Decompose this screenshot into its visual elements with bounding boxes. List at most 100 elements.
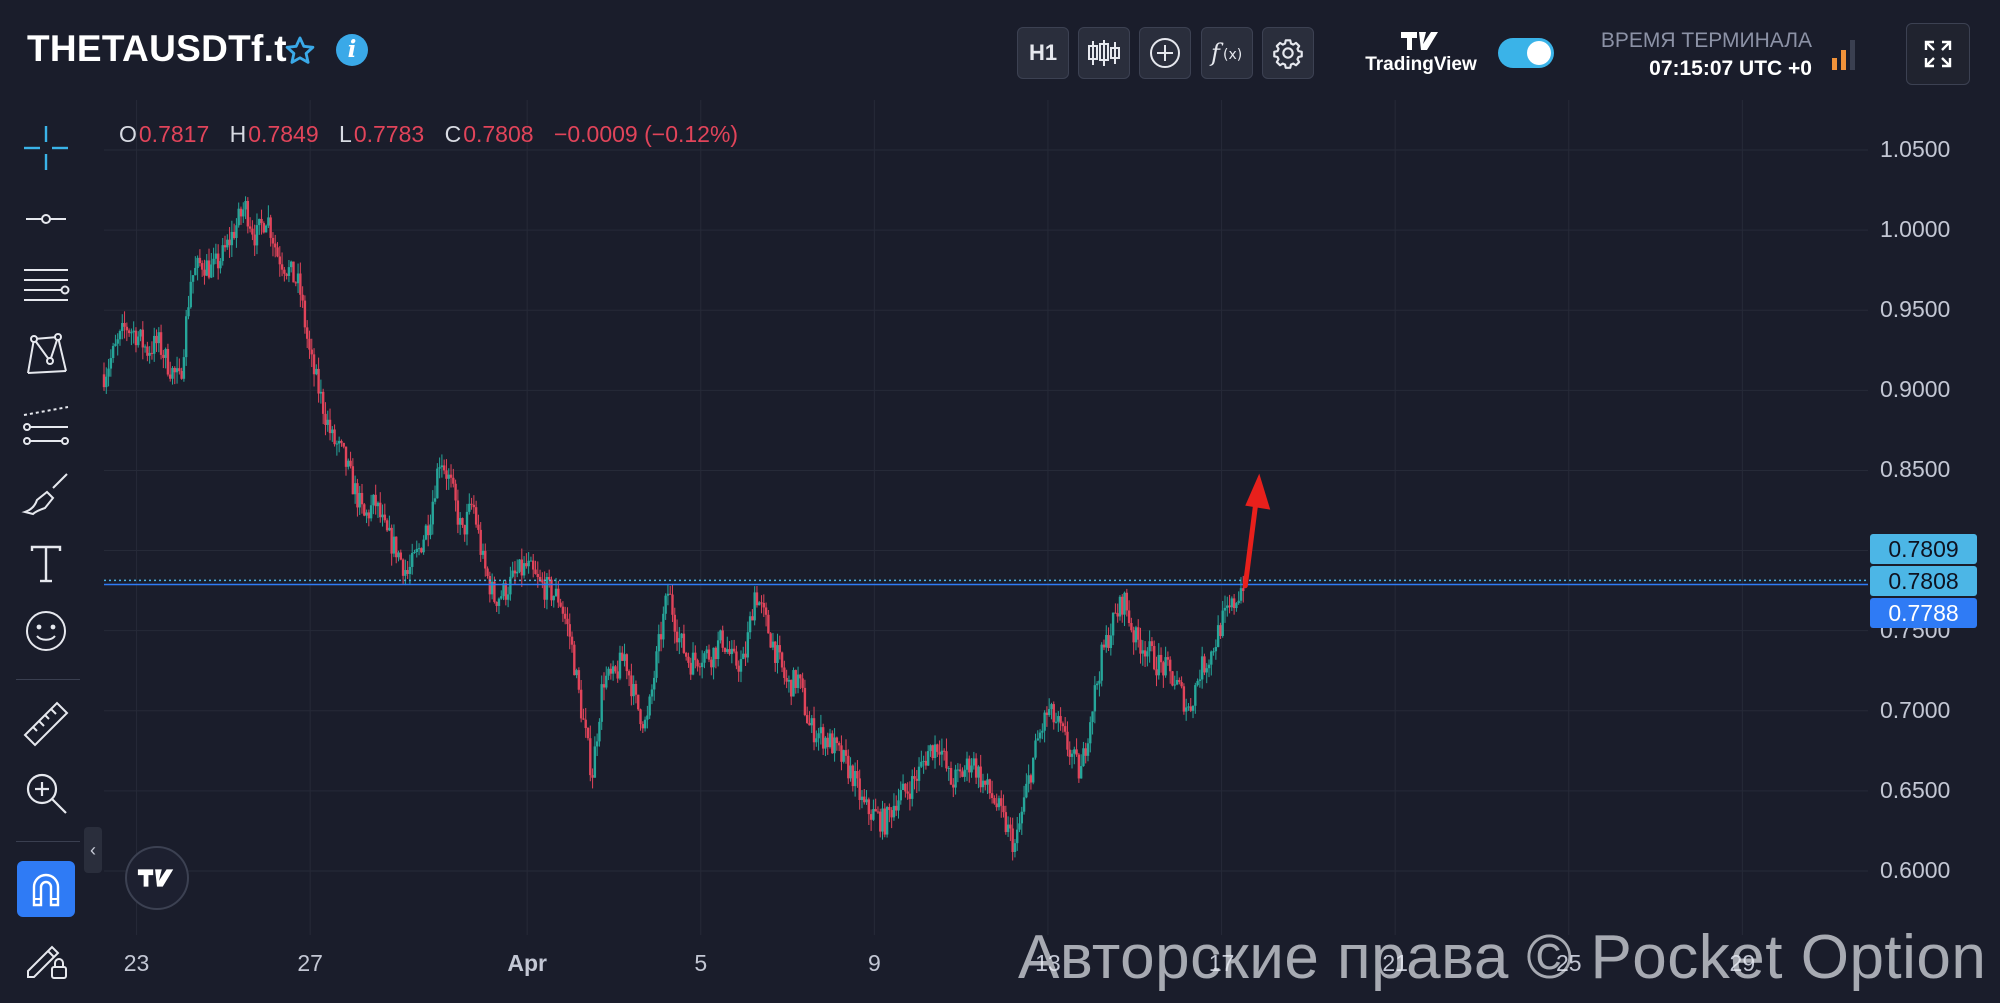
zoom-tool[interactable]: [18, 765, 74, 821]
gear-icon: [1273, 39, 1303, 69]
chart-type-button[interactable]: [1078, 27, 1130, 79]
magnet-icon: [32, 873, 60, 907]
candle-body: [1221, 610, 1224, 636]
tradingview-badge[interactable]: [125, 846, 189, 910]
add-indicator-button[interactable]: [1139, 27, 1191, 79]
candle-body: [671, 594, 674, 615]
candle-body: [169, 374, 172, 379]
time-axis-label: 29: [1729, 950, 1756, 976]
candle-body: [778, 645, 781, 653]
parallel-channel-tool[interactable]: [18, 397, 74, 453]
candle-body: [904, 783, 907, 792]
collapse-toolbar-button[interactable]: ‹: [84, 827, 102, 873]
candle-body: [495, 601, 498, 606]
candle-body: [406, 570, 409, 574]
candle-body: [244, 200, 247, 210]
candle-body: [739, 659, 743, 672]
candle-body: [805, 715, 809, 724]
candle-body: [534, 569, 537, 574]
crosshair-icon: [24, 126, 68, 170]
candle-body: [484, 550, 487, 569]
candle-body: [790, 679, 793, 697]
fullscreen-button[interactable]: [1906, 23, 1970, 85]
horizontal-line-tool[interactable]: [18, 191, 74, 247]
candle-body: [627, 671, 631, 676]
candle-body: [326, 419, 329, 425]
timeframe-button[interactable]: H1: [1017, 27, 1069, 79]
brush-tool[interactable]: [18, 466, 74, 522]
pattern-tool[interactable]: [18, 327, 74, 383]
lock-drawings-tool[interactable]: [18, 929, 74, 985]
ruler-tool[interactable]: [18, 696, 74, 752]
candle-body: [901, 783, 905, 791]
symbol-title[interactable]: THETAUSDTf.t: [27, 28, 287, 69]
candles-icon: [1088, 40, 1120, 66]
candle-body: [538, 576, 542, 580]
price-axis-label: 0.9000: [1880, 376, 1951, 403]
candle-body: [755, 592, 759, 606]
low-value: 0.7783: [353, 121, 425, 147]
candle-body: [351, 466, 355, 495]
settings-button[interactable]: [1262, 27, 1314, 79]
candle-body: [1084, 748, 1087, 756]
candle-body: [860, 796, 864, 801]
candle-body: [1077, 754, 1081, 779]
candle-body: [913, 776, 916, 779]
candle-body: [1178, 679, 1181, 683]
candle-body: [109, 358, 113, 369]
candle-body: [1141, 650, 1144, 654]
candle-body: [847, 755, 850, 779]
fib-lines-tool[interactable]: [18, 258, 74, 314]
candle-body: [1022, 797, 1026, 812]
candle-body: [611, 666, 615, 674]
candle-body: [1123, 592, 1126, 615]
toolbar-divider: [16, 679, 80, 680]
star-icon[interactable]: [283, 34, 317, 68]
candle-body: [979, 766, 982, 788]
candle-body: [468, 503, 471, 512]
candle-body: [892, 805, 896, 818]
candle-body: [1132, 630, 1135, 643]
emoji-tool[interactable]: [18, 603, 74, 659]
price-axis-label: 0.8500: [1880, 456, 1951, 483]
candle-body: [689, 662, 692, 675]
indicators-button[interactable]: f (x): [1201, 27, 1253, 79]
candle-body: [643, 719, 647, 729]
candle-body: [785, 677, 788, 682]
candle-body: [1107, 635, 1110, 649]
lock-drawings-icon: [27, 945, 67, 979]
candle-body: [196, 257, 199, 268]
candle-body: [646, 715, 649, 720]
toggle-switch[interactable]: [1498, 38, 1554, 68]
text-tool[interactable]: [18, 535, 74, 591]
candle-body: [1118, 596, 1122, 617]
candle-body: [1089, 722, 1092, 744]
candle-body: [933, 744, 937, 759]
candle-body: [509, 576, 512, 595]
candle-body: [769, 633, 772, 648]
candle-body: [543, 582, 546, 600]
candle-body: [335, 443, 339, 445]
candle-body: [267, 217, 270, 226]
candle-body: [1207, 664, 1211, 669]
candle-body: [358, 492, 361, 508]
candle-body: [1182, 686, 1186, 712]
candle-body: [1086, 743, 1090, 756]
candle-body: [566, 618, 569, 625]
candle-body: [849, 765, 852, 779]
magnet-tool[interactable]: [17, 861, 75, 917]
candle-body: [356, 483, 359, 508]
fib-lines-icon: [24, 269, 70, 301]
candle-body: [968, 758, 971, 773]
crosshair-tool[interactable]: [18, 120, 74, 176]
candle-body: [299, 273, 302, 295]
candle-body: [579, 689, 583, 719]
candle-body: [506, 594, 510, 600]
candle-body: [744, 653, 747, 658]
info-icon[interactable]: i: [336, 34, 368, 66]
candle-body: [867, 799, 871, 815]
candle-body: [1111, 612, 1115, 636]
candle-body: [527, 560, 530, 567]
candle-body: [1191, 705, 1195, 711]
